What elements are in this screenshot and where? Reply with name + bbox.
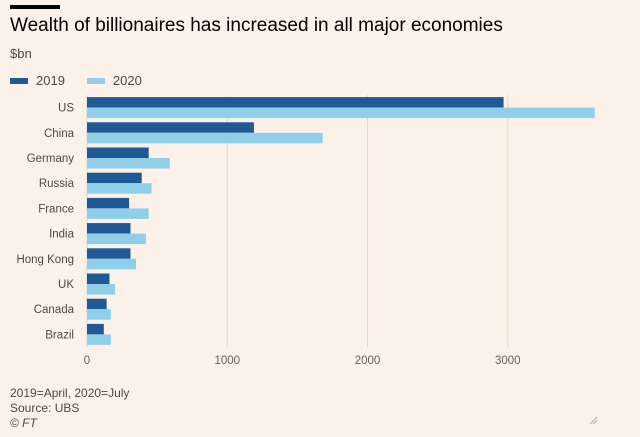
- bar-2019: [87, 223, 131, 234]
- bar-2020: [87, 284, 116, 295]
- category-label: UK: [58, 279, 74, 291]
- bar-2019: [87, 323, 104, 335]
- x-tick-label: 1000: [214, 355, 240, 367]
- top-rule: [10, 5, 60, 9]
- category-label: Russia: [39, 178, 75, 190]
- legend-swatch-2019: [10, 77, 28, 84]
- bar-2020: [87, 158, 170, 169]
- category-label: France: [38, 203, 74, 215]
- bar-2019: [87, 97, 504, 108]
- bar-2020: [87, 258, 137, 270]
- source-label: Source: UBS: [10, 401, 80, 415]
- bar-2019: [87, 122, 254, 133]
- category-label: Brazil: [45, 329, 74, 341]
- x-tick-label: 3000: [495, 355, 521, 367]
- bar-2020: [87, 107, 595, 119]
- legend-item-2019: 2019: [10, 73, 65, 88]
- legend-swatch-2020: [86, 77, 105, 84]
- bar-2019: [87, 273, 110, 284]
- units-label: $bn: [10, 46, 32, 61]
- footnote: 2019=April, 2020=July: [10, 386, 130, 400]
- bar-2020: [87, 208, 149, 219]
- legend: 2019 2020: [10, 73, 164, 88]
- bar-2019: [87, 147, 149, 158]
- category-label: India: [49, 229, 75, 241]
- bar-2020: [87, 132, 323, 144]
- category-label: US: [58, 103, 74, 115]
- x-tick-label: 2000: [355, 355, 381, 367]
- bar-2020: [87, 183, 152, 194]
- category-label: Germany: [27, 153, 75, 165]
- bar-2019: [87, 197, 130, 209]
- category-label: Canada: [34, 304, 75, 316]
- chart-title: Wealth of billionaires has increased in …: [10, 15, 503, 36]
- legend-label-2020: 2020: [112, 73, 142, 88]
- category-label: China: [44, 128, 75, 140]
- bar-2020: [87, 233, 146, 245]
- bar-2019: [87, 172, 142, 184]
- bar-2019: [87, 298, 107, 310]
- resize-handle-icon: [588, 415, 598, 425]
- bar-2019: [87, 248, 131, 259]
- category-label: Hong Kong: [16, 254, 74, 266]
- credit-label: © FT: [10, 416, 37, 430]
- legend-label-2019: 2019: [36, 73, 65, 88]
- legend-item-2020: 2020: [86, 73, 142, 88]
- footer: 2019=April, 2020=July Source: UBS © FT: [10, 386, 129, 431]
- bar-2020: [87, 309, 111, 320]
- x-tick-label: 0: [84, 355, 90, 367]
- bar-2020: [87, 334, 111, 345]
